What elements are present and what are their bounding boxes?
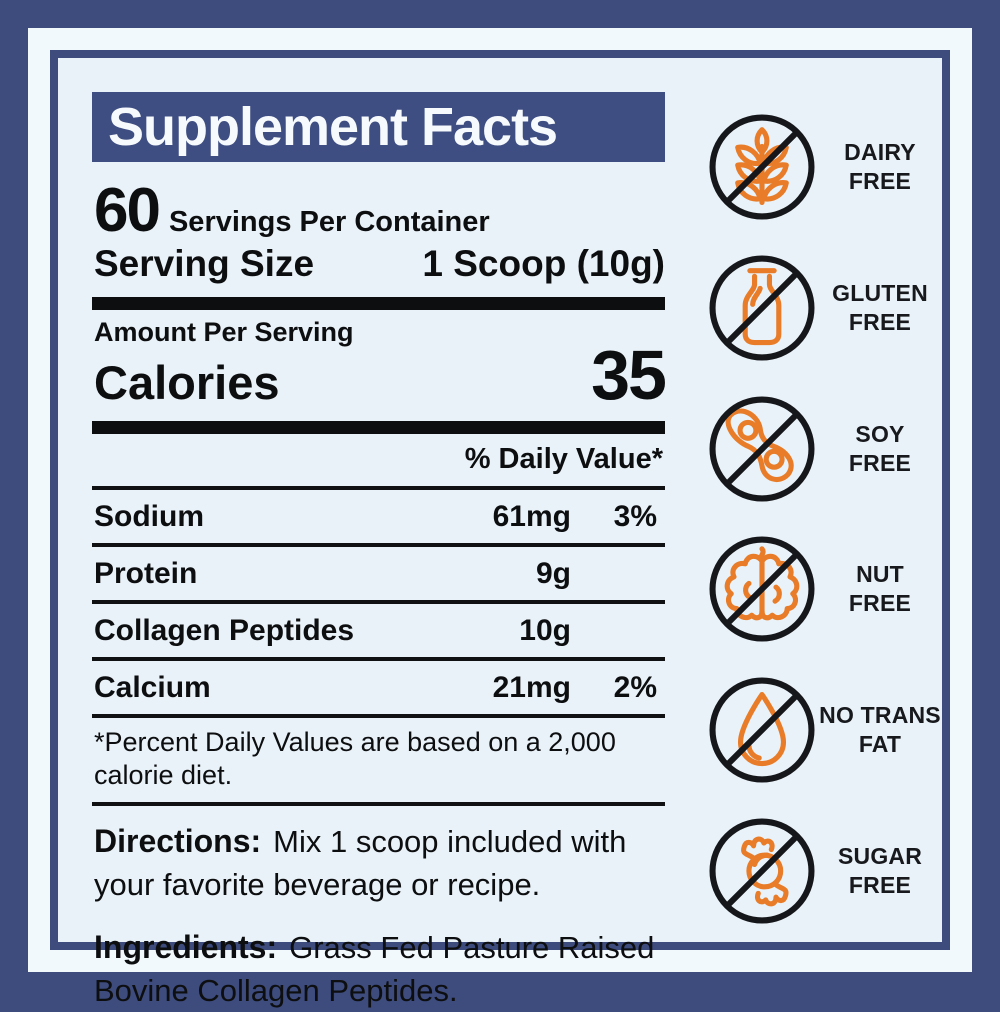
- nutrient-name: Protein: [94, 557, 198, 590]
- badge-label-line1: DAIRY: [844, 139, 916, 165]
- nutrient-amount: 61mg: [492, 500, 571, 533]
- nutrient-name: Sodium: [94, 500, 204, 533]
- row-divider: [92, 543, 665, 547]
- badge-label-line2: FREE: [848, 449, 912, 476]
- nutrient-dv: 3%: [613, 500, 657, 533]
- thick-divider-mid: [92, 421, 665, 434]
- calories-label: Calories: [94, 356, 280, 409]
- serving-size-row: Serving Size 1 Scoop (10g): [94, 242, 665, 286]
- badge-label-line1: GLUTEN: [832, 279, 928, 306]
- badge-label-line2: FREE: [848, 308, 912, 335]
- badge-label-line2: FREE: [848, 871, 912, 898]
- badge-no-trans-fat: NO TRANS FAT: [706, 674, 942, 786]
- badge-column: DAIRY FREE GL: [706, 111, 942, 927]
- badge-label-line2: FREE: [848, 590, 912, 617]
- calories-value: 35: [591, 336, 667, 414]
- badge-label-line2: FAT: [858, 731, 902, 758]
- amount-per-serving-label: Amount Per Serving: [94, 317, 354, 347]
- ingredients-label: Ingredients:: [94, 929, 278, 965]
- droplet-icon: [706, 674, 818, 786]
- badge-label-line1: NUT: [856, 561, 904, 588]
- row-divider: [92, 657, 665, 661]
- badge-label-line2: FREE: [848, 168, 912, 194]
- badge-label: SUGAR FREE: [818, 842, 942, 900]
- badge-gluten-free: GLUTEN FREE: [706, 252, 942, 364]
- daily-value-header: % Daily Value*: [464, 443, 663, 475]
- milk-bottle-icon: [706, 252, 818, 364]
- nutrient-amount: 10g: [519, 614, 571, 647]
- footnote-divider: [92, 802, 665, 806]
- badge-label: NUT FREE: [818, 560, 942, 618]
- ingredients-paragraph: Ingredients: Grass Fed Pasture Raised Bov…: [94, 926, 665, 1012]
- nutrient-amount: 9g: [535, 557, 571, 590]
- thick-divider-top: [92, 297, 665, 310]
- badge-nut-free: NUT FREE: [706, 533, 942, 645]
- nutrient-amount: 21mg: [492, 671, 571, 704]
- badge-label: GLUTEN FREE: [818, 279, 942, 337]
- badge-label-line1: SOY: [855, 420, 905, 447]
- servings-count: 60: [94, 176, 161, 245]
- badge-label: DAIRY FREE: [818, 138, 942, 196]
- badge-sugar-free: SUGAR FREE: [706, 815, 942, 927]
- directions-label: Directions:: [94, 823, 262, 859]
- badge-label-line1: NO TRANS: [819, 702, 941, 729]
- directions-paragraph: Directions: Mix 1 scoop included with you…: [94, 820, 665, 906]
- serving-size-value: 1 Scoop (10g): [422, 243, 665, 284]
- badge-dairy-free: DAIRY FREE: [706, 111, 942, 223]
- row-divider: [92, 600, 665, 604]
- nutrient-row-calcium: Calcium 21mg 2%: [92, 661, 665, 714]
- candy-icon: [706, 815, 818, 927]
- servings-label: Servings Per Container: [168, 206, 490, 238]
- nutrient-row-collagen-peptides: Collagen Peptides 10g: [92, 604, 665, 657]
- nutrient-row-sodium: Sodium 61mg 3%: [92, 490, 665, 543]
- nutrient-name: Collagen Peptides: [94, 614, 355, 647]
- row-divider: [92, 714, 665, 718]
- badge-label: NO TRANS FAT: [818, 701, 942, 759]
- serving-size-label: Serving Size: [94, 243, 315, 284]
- daily-value-footnote: *Percent Daily Values are based on a 2,0…: [94, 727, 616, 790]
- supplement-facts-box: Supplement Facts 60 Servings Per Contain…: [92, 92, 667, 1012]
- walnut-icon: [706, 533, 818, 645]
- nutrient-row-protein: Protein 9g: [92, 547, 665, 600]
- soy-pod-icon: [706, 393, 818, 505]
- badge-label: SOY FREE: [818, 420, 942, 478]
- row-divider: [92, 486, 665, 490]
- wheat-icon: [706, 111, 818, 223]
- nutrient-dv: 2%: [613, 671, 657, 704]
- page-title: Supplement Facts: [108, 97, 558, 157]
- servings-per-container-row: 60 Servings Per Container: [94, 180, 665, 242]
- calories-row: Calories 35: [94, 336, 667, 414]
- title-bar: Supplement Facts: [92, 92, 665, 162]
- badge-soy-free: SOY FREE: [706, 393, 942, 505]
- directions-text: Mix 1 scoop included with your favorite …: [94, 824, 627, 902]
- badge-label-line1: SUGAR: [837, 842, 923, 869]
- nutrient-name: Calcium: [94, 671, 211, 704]
- label-panel: Supplement Facts 60 Servings Per Contain…: [50, 50, 950, 1008]
